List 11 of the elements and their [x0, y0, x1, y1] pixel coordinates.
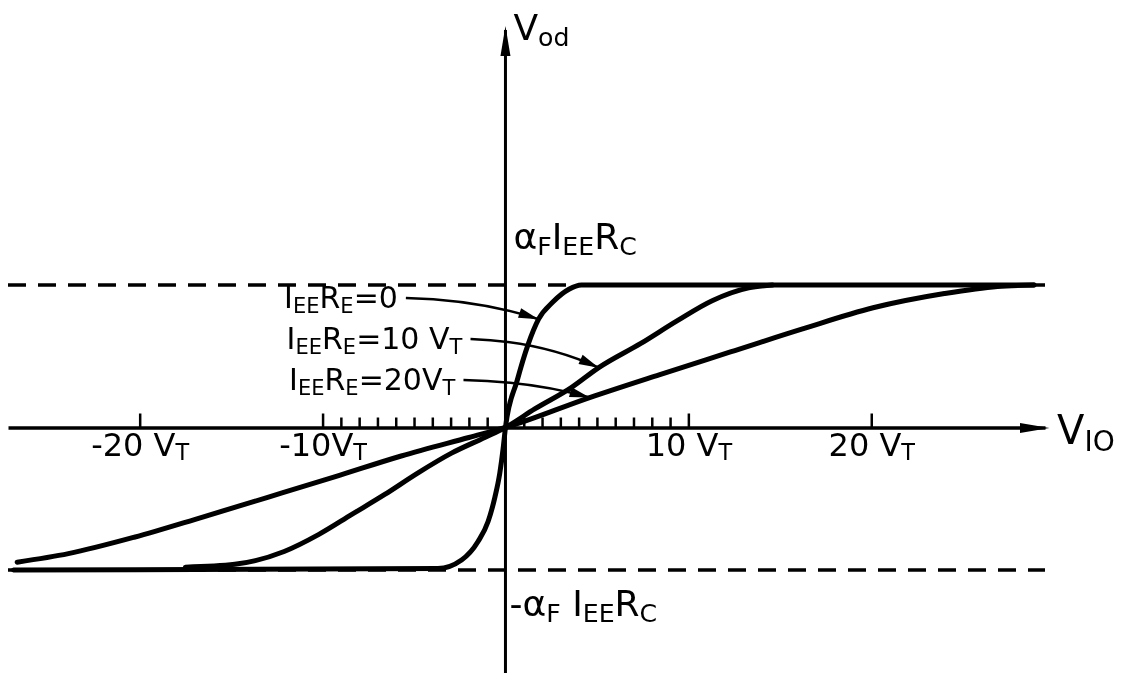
text: V$_{od}$ — [513, 7, 570, 53]
ref-line-label: α$_{F}$I$_{EE}$R$_{C}$ — [513, 216, 637, 262]
ref-line-label: -α$_{F}$ I$_{EE}$R$_{C}$ — [509, 583, 658, 629]
x-axis-title: V$_{IO}$ — [1057, 406, 1115, 458]
x-tick-label: -20 V$_{T}$ — [91, 426, 190, 466]
x-tick-label: -10V$_{T}$ — [279, 426, 368, 466]
x-tick-label: 10 V$_{T}$ — [645, 426, 733, 466]
legend-label: I$_{EE}$R$_{E}$=20V$_{T}$ — [289, 362, 456, 401]
legend-label: I$_{EE}$R$_{E}$=0 — [284, 280, 398, 319]
legend-label: I$_{EE}$R$_{E}$=10 V$_{T}$ — [286, 321, 463, 360]
x-tick-label: 20 V$_{T}$ — [828, 426, 916, 466]
